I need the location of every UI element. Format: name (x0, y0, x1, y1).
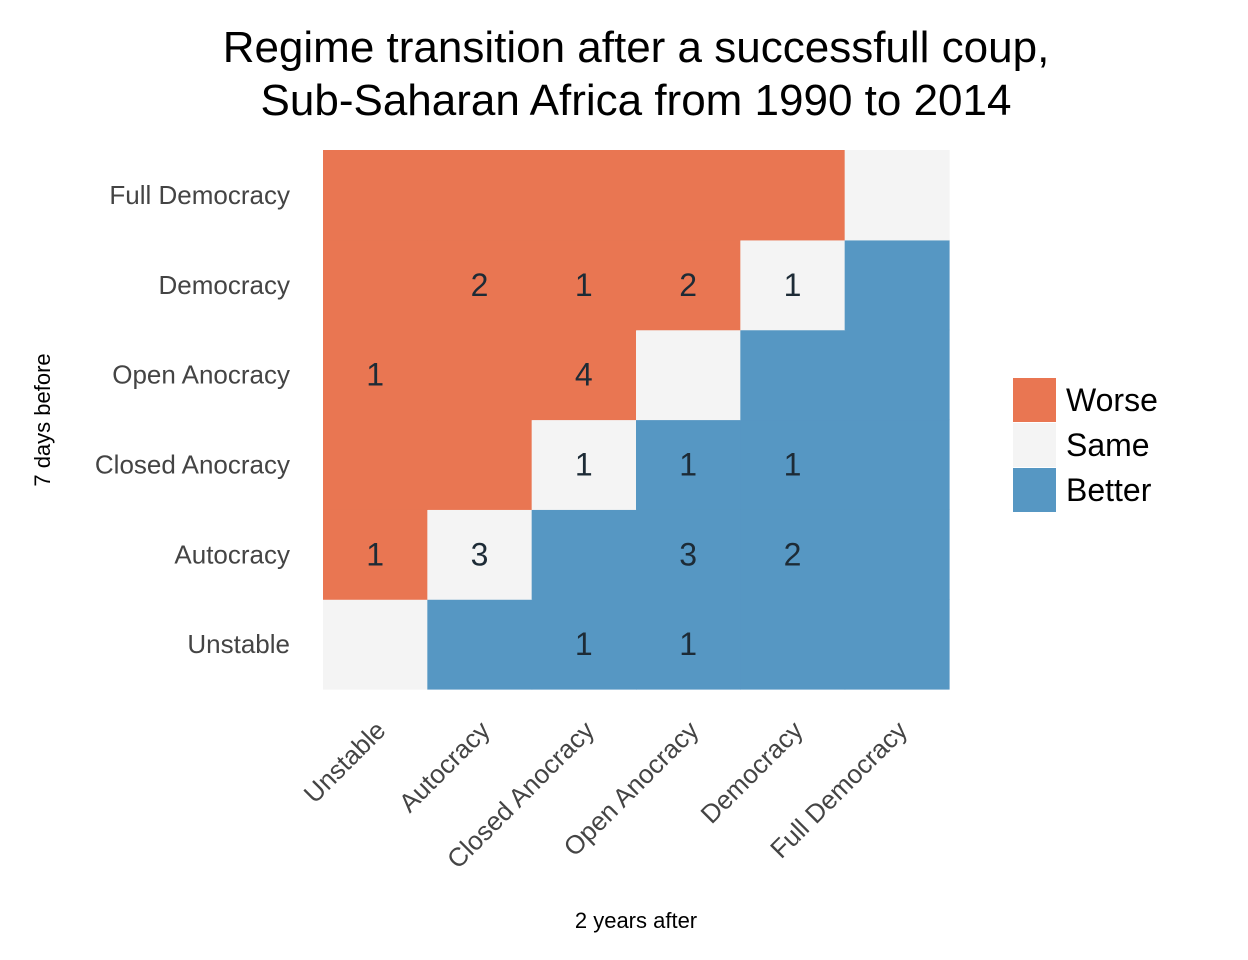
chart-title-line-1: Regime transition after a successfull co… (223, 23, 1050, 72)
y-tick-closed-anocracy: Closed Anocracy (95, 449, 290, 479)
cell-full-democracy-to-democracy (740, 150, 846, 241)
cell-autocracy-to-autocracy (427, 509, 533, 600)
cell-open-anocracy-to-unstable (323, 329, 428, 421)
cell-closed-anocracy-to-closed-anocracy (531, 419, 637, 510)
legend-label-better: Better (1066, 472, 1152, 508)
count-label-closed-anocracy-to-open-anocracy: 1 (679, 446, 697, 482)
x-tick-democracy: Democracy (695, 715, 809, 829)
cell-full-democracy-to-open-anocracy (636, 150, 741, 241)
x-axis-title: 2 years after (575, 908, 697, 933)
count-label-autocracy-to-open-anocracy: 3 (679, 536, 697, 572)
y-tick-democracy: Democracy (159, 270, 290, 300)
y-tick-autocracy: Autocracy (174, 539, 290, 569)
heatmap-cells (323, 150, 950, 690)
cell-closed-anocracy-to-democracy (740, 419, 846, 510)
count-label-unstable-to-closed-anocracy: 1 (575, 626, 593, 662)
count-label-democracy-to-open-anocracy: 2 (679, 267, 697, 303)
cell-democracy-to-democracy (740, 239, 846, 331)
legend-swatch-same (1013, 423, 1056, 467)
cell-unstable-to-unstable (323, 599, 428, 690)
y-axis-tick-labels: Unstable Autocracy Closed Anocracy Open Ano… (95, 180, 290, 659)
legend-label-same: Same (1066, 427, 1150, 463)
count-label-closed-anocracy-to-closed-anocracy: 1 (575, 446, 593, 482)
count-label-open-anocracy-to-unstable: 1 (366, 357, 384, 393)
cell-unstable-to-open-anocracy (636, 599, 741, 690)
cell-closed-anocracy-to-unstable (323, 419, 428, 510)
count-label-democracy-to-democracy: 1 (784, 267, 802, 303)
cell-open-anocracy-to-democracy (740, 329, 846, 421)
chart-title: Regime transition after a successfull co… (223, 23, 1050, 125)
cell-open-anocracy-to-full-democracy (844, 329, 950, 421)
cell-autocracy-to-open-anocracy (636, 509, 741, 600)
cell-unstable-to-autocracy (427, 599, 533, 690)
legend-label-worse: Worse (1066, 382, 1158, 418)
cell-full-democracy-to-autocracy (427, 150, 533, 241)
count-label-democracy-to-autocracy: 2 (471, 267, 489, 303)
cell-unstable-to-democracy (740, 599, 846, 690)
cell-autocracy-to-democracy (740, 509, 846, 600)
cell-open-anocracy-to-open-anocracy (636, 329, 741, 421)
cell-open-anocracy-to-closed-anocracy (531, 329, 637, 421)
cell-autocracy-to-unstable (323, 509, 428, 600)
cell-full-democracy-to-unstable (323, 150, 428, 241)
y-axis-title: 7 days before (30, 353, 55, 486)
count-label-open-anocracy-to-closed-anocracy: 4 (575, 357, 593, 393)
cell-closed-anocracy-to-autocracy (427, 419, 533, 510)
count-label-closed-anocracy-to-democracy: 1 (784, 446, 802, 482)
cell-autocracy-to-closed-anocracy (531, 509, 637, 600)
y-tick-full-democracy: Full Democracy (109, 180, 290, 210)
cell-democracy-to-autocracy (427, 239, 533, 331)
count-label-autocracy-to-democracy: 2 (784, 536, 802, 572)
y-tick-open-anocracy: Open Anocracy (112, 360, 290, 390)
x-tick-autocracy: Autocracy (393, 715, 496, 818)
cell-full-democracy-to-closed-anocracy (531, 150, 637, 241)
cell-democracy-to-full-democracy (844, 239, 950, 331)
legend: Worse Same Better (1013, 378, 1158, 512)
cell-unstable-to-full-democracy (844, 599, 950, 690)
heatmap-count-labels: 2 1 2 1 1 4 1 1 1 1 3 3 2 1 1 (366, 267, 801, 662)
count-label-unstable-to-open-anocracy: 1 (679, 626, 697, 662)
chart-title-line-2: Sub-Saharan Africa from 1990 to 2014 (261, 76, 1012, 125)
count-label-autocracy-to-unstable: 1 (366, 536, 384, 572)
cell-full-democracy-to-full-democracy (844, 150, 950, 241)
cell-unstable-to-closed-anocracy (531, 599, 637, 690)
count-label-democracy-to-closed-anocracy: 1 (575, 267, 593, 303)
cell-closed-anocracy-to-full-democracy (844, 419, 950, 510)
count-label-autocracy-to-autocracy: 3 (471, 536, 489, 572)
cell-autocracy-to-full-democracy (844, 509, 950, 600)
cell-democracy-to-unstable (323, 239, 428, 331)
x-tick-unstable: Unstable (298, 715, 392, 809)
cell-democracy-to-closed-anocracy (531, 239, 637, 331)
legend-swatch-better (1013, 468, 1056, 512)
cell-open-anocracy-to-autocracy (427, 329, 533, 421)
cell-closed-anocracy-to-open-anocracy (636, 419, 741, 510)
y-tick-unstable: Unstable (187, 629, 290, 659)
cell-democracy-to-open-anocracy (636, 239, 741, 331)
legend-swatch-worse (1013, 378, 1056, 422)
